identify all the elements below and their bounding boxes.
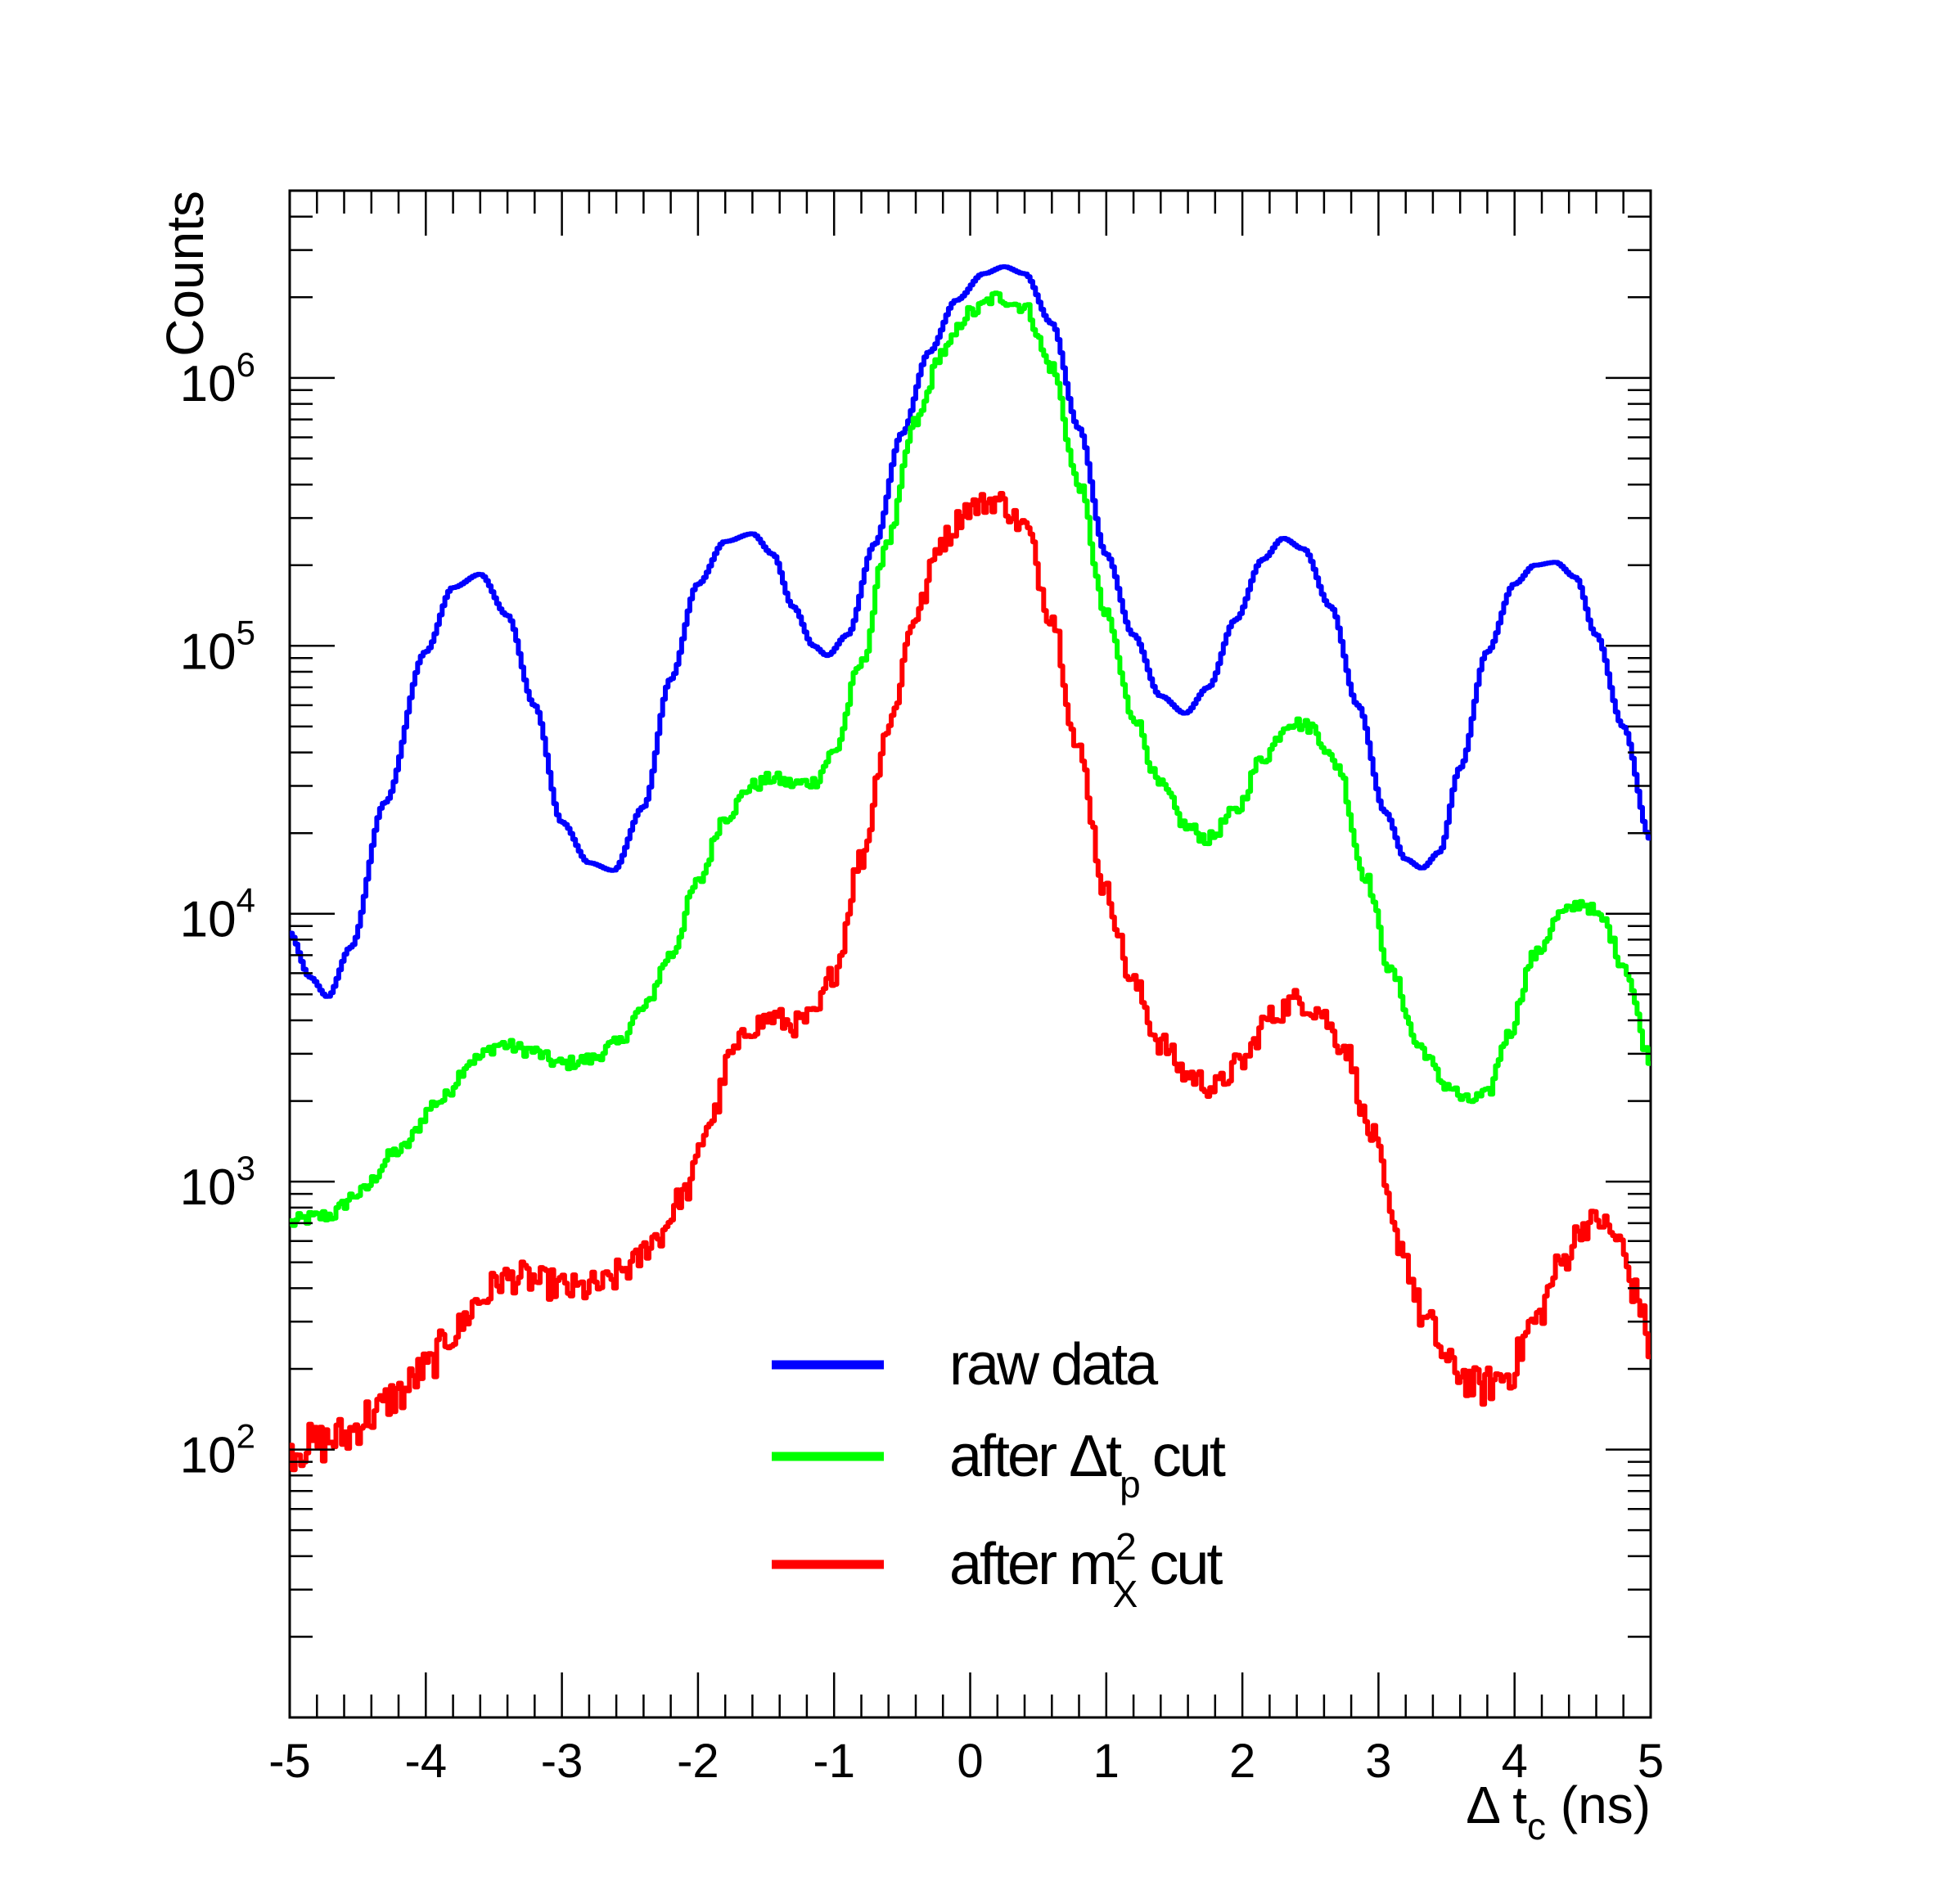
x-axis-tick-labels: -5 -4 -3 -2 -1 0 1 2 3 4 5 [268, 1735, 1664, 1788]
series-line [290, 491, 1651, 1473]
y-tick-label: 106 [180, 345, 255, 412]
x-tick-label: -5 [268, 1735, 311, 1788]
series-layer [290, 264, 1651, 1473]
x-axis-label: Δ tc (ns) [1466, 1776, 1651, 1848]
x-tick-label: 4 [1502, 1735, 1528, 1788]
x-tick-label: 3 [1365, 1735, 1391, 1788]
x-tick-label: -1 [813, 1735, 855, 1788]
series-line [290, 290, 1651, 1228]
x-tick-label: -2 [677, 1735, 719, 1788]
legend: raw data after Δtp cut after m2 X cut [772, 1332, 1228, 1615]
x-tick-label: -4 [405, 1735, 448, 1788]
y-tick-label: 103 [180, 1149, 255, 1216]
legend-label: raw data [949, 1332, 1159, 1398]
x-tick-label: 1 [1093, 1735, 1120, 1788]
legend-label: after Δtp cut [949, 1424, 1226, 1506]
y-axis-tick-labels: 102 103 104 105 106 [180, 345, 255, 1484]
y-tick-label: 104 [180, 881, 255, 948]
legend-label: after m2 X cut [949, 1525, 1223, 1615]
x-tick-label: 0 [957, 1735, 983, 1788]
x-tick-label: 2 [1229, 1735, 1255, 1788]
y-axis-label: Counts [155, 191, 214, 357]
tick-marks [288, 189, 1652, 1719]
axis-ticks [288, 189, 1652, 1719]
series-line [290, 264, 1651, 999]
x-tick-label: -3 [541, 1735, 584, 1788]
x-tick-label: 5 [1638, 1735, 1664, 1788]
y-tick-label: 105 [180, 613, 255, 680]
y-tick-label: 102 [180, 1417, 255, 1484]
